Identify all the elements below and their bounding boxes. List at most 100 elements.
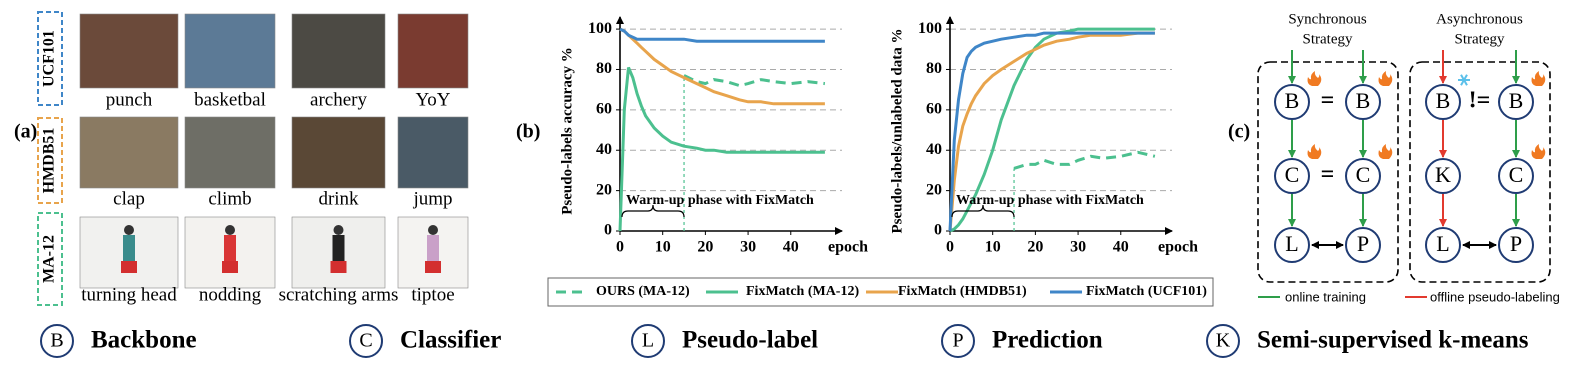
key-node <box>941 324 975 358</box>
relation: != <box>1469 88 1491 114</box>
clip-label: clap <box>113 188 145 209</box>
x-tick-label: 10 <box>985 239 1001 256</box>
video-frame <box>79 13 179 89</box>
key-label: Semi-supervised k-means <box>1257 327 1529 354</box>
x-tick-label: 30 <box>740 239 756 256</box>
node-label: P <box>1510 231 1522 256</box>
series-line <box>948 31 1155 232</box>
person <box>224 235 236 261</box>
dataset-box <box>37 212 63 306</box>
series-line <box>619 27 825 106</box>
y-tick-label: 0 <box>604 222 612 239</box>
node-label: L <box>1436 231 1449 256</box>
x-tick-label: 10 <box>655 239 671 256</box>
key-symbol: L <box>642 330 654 352</box>
key-symbol: K <box>1216 330 1231 352</box>
fire-icon <box>1531 71 1546 86</box>
clip-label: YoY <box>415 89 450 110</box>
dataset-box <box>37 11 63 106</box>
dataset-label: HMDB51 <box>41 128 58 194</box>
node <box>1345 84 1381 120</box>
panel-label: (b) <box>516 121 540 143</box>
video-frame <box>184 13 276 89</box>
y-tick-label: 60 <box>926 101 942 118</box>
clip-label: basketbal <box>194 89 266 110</box>
series-line <box>948 31 1155 232</box>
y-tick-label: 100 <box>918 20 942 37</box>
key-label: Backbone <box>91 327 197 354</box>
key-label: Prediction <box>992 327 1103 354</box>
clip-label: drink <box>318 188 359 209</box>
video-frame <box>397 13 469 89</box>
y-tick-label: 20 <box>596 181 612 198</box>
video-frame <box>184 116 276 189</box>
x-axis-label: epoch <box>828 239 868 256</box>
strategy-box <box>1409 61 1551 283</box>
node <box>1498 84 1534 120</box>
fire-icon <box>1307 144 1322 159</box>
x-axis-label: epoch <box>1158 239 1198 256</box>
node-label: B <box>1285 88 1300 113</box>
person-head <box>225 225 235 235</box>
key-symbol: P <box>952 330 963 352</box>
x-tick-label: 0 <box>946 239 954 256</box>
x-tick-label: 20 <box>1027 239 1043 256</box>
legend-label: online training <box>1285 289 1366 304</box>
person-head <box>428 225 438 235</box>
key-symbol: B <box>50 330 63 352</box>
node-label: C <box>1356 162 1371 187</box>
clip-label: jump <box>412 188 452 209</box>
node <box>1425 158 1461 194</box>
clip-label: scratching arms <box>279 284 399 305</box>
brace <box>621 204 685 218</box>
person <box>427 235 439 261</box>
legend-label: FixMatch (HMDB51) <box>898 284 1027 299</box>
node-label: B <box>1509 88 1524 113</box>
series-line <box>618 66 825 232</box>
node <box>1274 227 1310 263</box>
x-tick-label: 0 <box>616 239 624 256</box>
clip-label: punch <box>106 89 153 110</box>
y-tick-label: 60 <box>596 101 612 118</box>
x-tick-label: 20 <box>697 239 713 256</box>
node <box>1498 227 1534 263</box>
x-tick-label: 40 <box>783 239 799 256</box>
person <box>123 235 135 261</box>
panel-label: (c) <box>1228 121 1250 143</box>
video-frame <box>291 13 386 89</box>
legend-label: OURS (MA-12) <box>596 284 690 299</box>
x-tick-label: 40 <box>1113 239 1129 256</box>
series-line <box>949 27 1155 233</box>
legend-label: FixMatch (UCF101) <box>1086 284 1207 299</box>
node <box>1345 158 1381 194</box>
person-head <box>124 225 134 235</box>
video-frame <box>79 116 179 189</box>
key-label: Classifier <box>400 327 501 354</box>
node-label: B <box>1356 88 1371 113</box>
stool <box>330 261 347 273</box>
fire-icon <box>1531 144 1546 159</box>
clip-label: archery <box>310 89 367 110</box>
person-head <box>333 225 344 235</box>
node-label: K <box>1435 162 1451 187</box>
y-axis-label: Pseudo-labels accuracy % <box>559 47 575 214</box>
video-frame <box>397 116 469 189</box>
clip-label: nodding <box>199 284 262 305</box>
node-label: B <box>1436 88 1451 113</box>
y-tick-label: 40 <box>926 141 942 158</box>
strategy-title: Strategy <box>1303 31 1353 47</box>
y-tick-label: 80 <box>926 60 942 77</box>
x-tick-label: 30 <box>1070 239 1086 256</box>
key-node <box>40 324 74 358</box>
key-node <box>631 324 665 358</box>
dataset-box <box>37 117 63 204</box>
node <box>1345 227 1381 263</box>
node <box>1274 84 1310 120</box>
node-label: C <box>1509 162 1524 187</box>
clip-label: turning head <box>81 284 177 305</box>
stool <box>222 261 238 273</box>
fire-icon <box>1378 71 1393 86</box>
fire-icon <box>1378 144 1393 159</box>
node-label: P <box>1357 231 1369 256</box>
